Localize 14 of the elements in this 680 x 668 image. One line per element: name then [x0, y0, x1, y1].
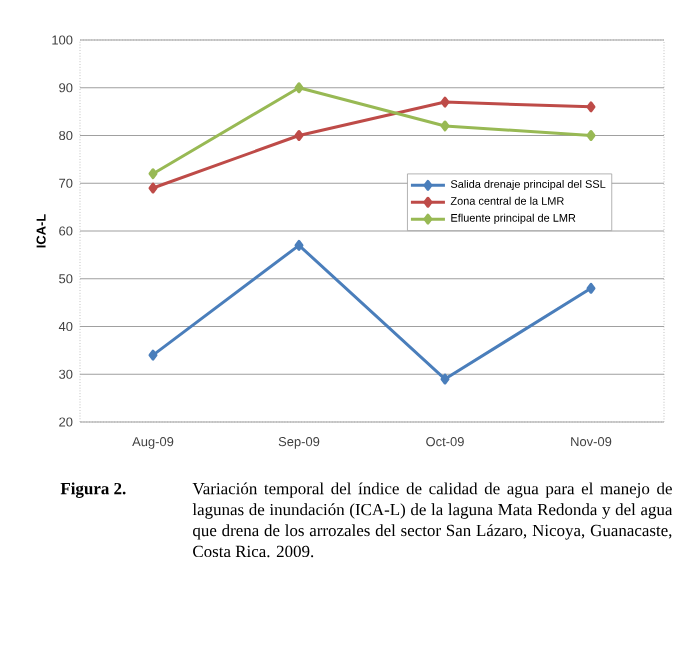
point: [586, 130, 596, 141]
point: [440, 373, 450, 385]
point: [586, 101, 596, 113]
point: [440, 120, 450, 132]
point: [294, 82, 304, 94]
point: [148, 182, 158, 194]
text: Figura 2.: [60, 482, 126, 498]
point: [148, 349, 158, 361]
point: [294, 130, 304, 141]
text: Variación temporal del índice de calidad de agua para el manejo de lagunas de inundación (ICA-L) de la laguna Mata Redonda y del agua que drena de los arrozales del sector San Lázaro, Nicoya, Guanacaste, Costa Rica. 2009.: [192, 482, 673, 558]
point: [148, 168, 158, 180]
point: [440, 96, 450, 108]
point: [586, 282, 596, 294]
point: [294, 239, 304, 251]
